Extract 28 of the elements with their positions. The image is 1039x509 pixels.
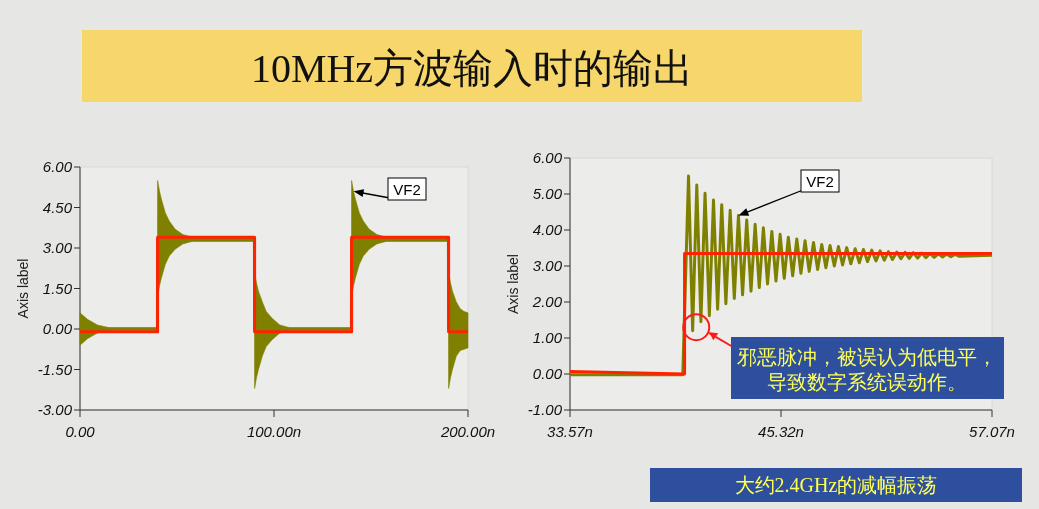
- y-tick-label: 0.00: [532, 365, 563, 382]
- x-tick-label: 45.32n: [758, 423, 804, 440]
- y-tick-label: 6.00: [42, 158, 73, 175]
- y-tick-label: 5.00: [532, 185, 563, 202]
- y-tick-label: 3.00: [42, 239, 73, 256]
- y-tick-label: 3.00: [532, 257, 563, 274]
- text: 大约2.4GHz的减幅振荡: [734, 474, 938, 496]
- y-tick-label: 4.00: [532, 221, 563, 238]
- y-tick-label: 2.00: [531, 293, 563, 310]
- y-tick-label: 0.00: [42, 320, 73, 337]
- y-tick-label: 4.50: [42, 198, 73, 216]
- text: VF2: [806, 173, 834, 190]
- y-tick-label: 1.50: [42, 279, 73, 297]
- text: VF2: [393, 181, 421, 198]
- x-tick-label: 57.07n: [969, 423, 1015, 440]
- x-tick-label: 100.00n: [246, 423, 302, 440]
- y-axis-title: Axis label: [15, 258, 31, 319]
- x-tick-label: 33.57n: [547, 423, 593, 440]
- y-axis-title: Axis label: [505, 254, 521, 314]
- x-tick-label: 200.00n: [439, 423, 496, 440]
- y-tick-label: 1.00: [532, 329, 563, 346]
- annotation: 邪恶脉冲，被误认为低电平，导致数字系统误动作。: [737, 346, 997, 393]
- y-tick-label: 6.00: [532, 149, 563, 166]
- x-tick-label: 0.00: [65, 423, 96, 440]
- y-tick-label: -3.00: [37, 401, 73, 418]
- chart-title: 10MHz方波输入时的输出: [250, 46, 694, 91]
- y-tick-label: -1.50: [37, 360, 73, 378]
- y-tick-label: -1.00: [527, 401, 563, 418]
